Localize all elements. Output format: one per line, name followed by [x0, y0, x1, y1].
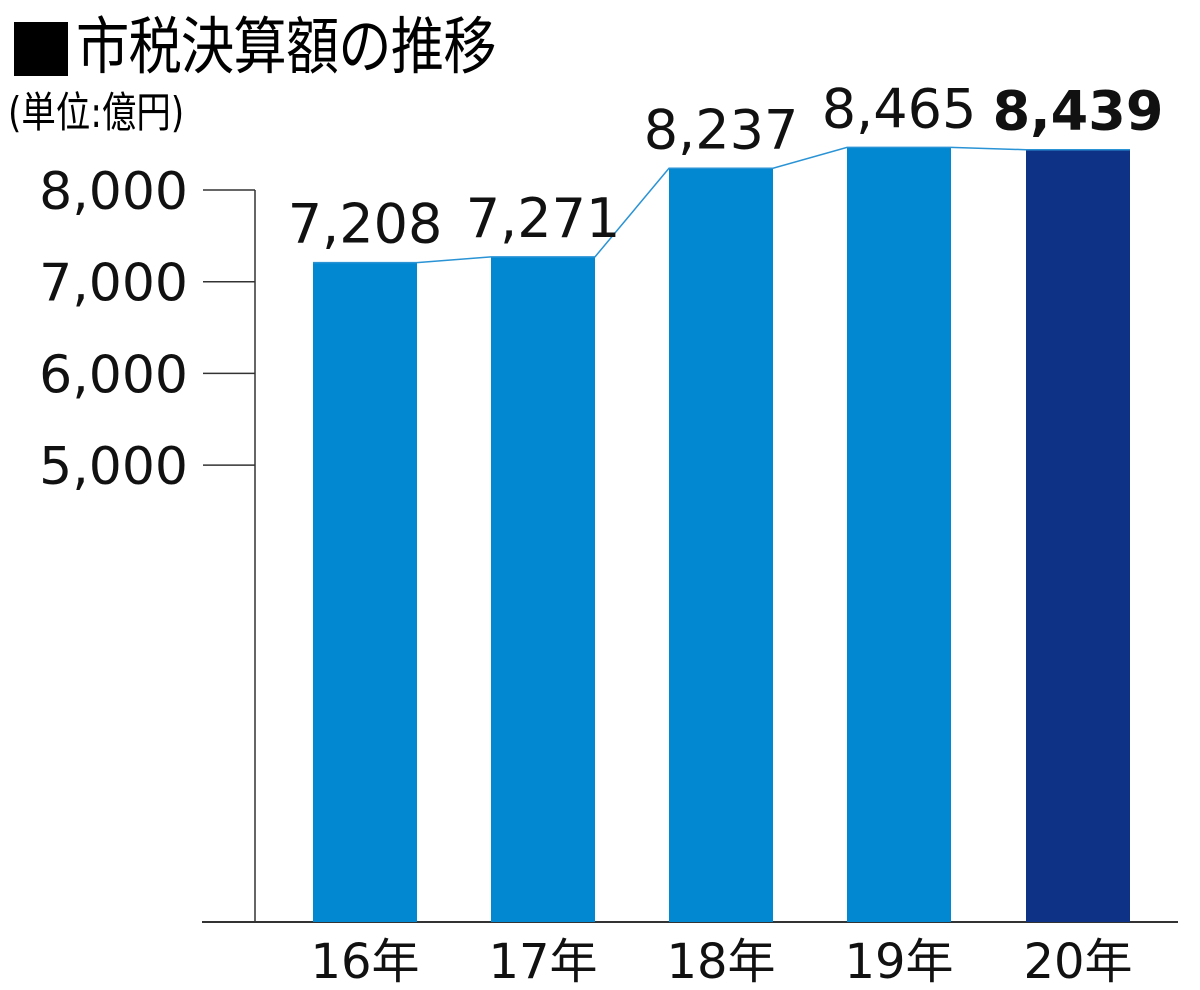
x-tick-label: 19年 — [844, 934, 953, 990]
value-label: 8,465 — [822, 77, 977, 140]
value-labels: 7,208 7,271 8,237 8,465 8,439 — [288, 77, 1164, 255]
chart-title-text: 市税決算額の推移 — [76, 10, 497, 83]
bar-17年 — [491, 256, 595, 922]
y-axis: 5,000 6,000 7,000 8,000 — [39, 162, 1178, 923]
bar-18年 — [669, 168, 773, 923]
y-tick-label: 8,000 — [39, 162, 188, 222]
y-tick-label: 6,000 — [39, 345, 188, 405]
chart-title: 市税決算額の推移 — [14, 2, 564, 92]
y-tick-label: 5,000 — [39, 437, 188, 497]
bar-19年 — [847, 147, 951, 922]
value-label: 7,271 — [466, 187, 621, 250]
x-axis-labels: 16年 17年 18年 19年 20年 — [310, 934, 1132, 990]
bars — [313, 147, 1130, 923]
x-tick-label: 20年 — [1023, 934, 1132, 990]
x-tick-label: 17年 — [488, 934, 597, 990]
y-tick-label: 7,000 — [39, 254, 188, 314]
value-label: 8,439 — [993, 80, 1164, 143]
bar-16年 — [313, 262, 417, 922]
unit-label: (単位:億円) — [8, 88, 185, 137]
bar-20年 — [1026, 149, 1130, 922]
title-square-marker-icon — [14, 22, 68, 76]
x-tick-label: 18年 — [666, 934, 775, 990]
value-label: 8,237 — [644, 98, 799, 161]
value-label: 7,208 — [288, 193, 443, 256]
x-tick-label: 16年 — [310, 934, 419, 990]
trend-connector — [313, 146, 1130, 264]
connector-line — [313, 146, 1130, 264]
